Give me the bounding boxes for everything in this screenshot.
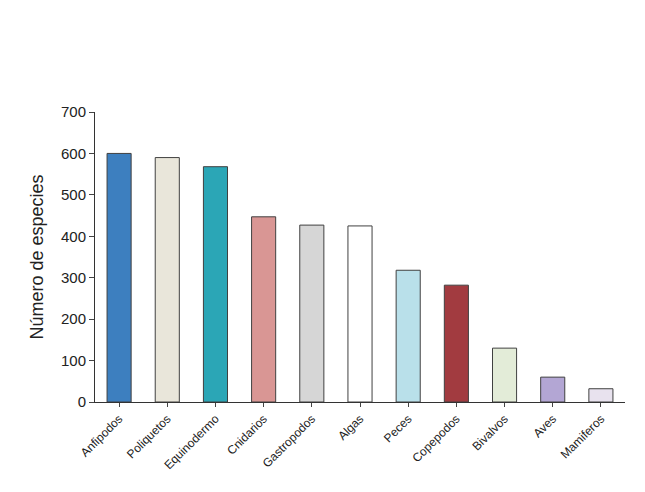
svg-text:Algas: Algas	[335, 412, 366, 443]
svg-text:600: 600	[61, 145, 86, 162]
svg-text:400: 400	[61, 228, 86, 245]
svg-text:Anfipodos: Anfipodos	[78, 412, 126, 460]
svg-text:Peces: Peces	[381, 412, 414, 445]
svg-text:300: 300	[61, 269, 86, 286]
svg-text:Número de especies: Número de especies	[27, 174, 47, 339]
svg-text:100: 100	[61, 352, 86, 369]
svg-text:Copepodos: Copepodos	[409, 412, 462, 465]
svg-text:200: 200	[61, 310, 86, 327]
svg-text:Equinodermo: Equinodermo	[161, 412, 222, 473]
svg-text:500: 500	[61, 186, 86, 203]
svg-text:Aves: Aves	[530, 412, 559, 441]
svg-text:Mamiferos: Mamiferos	[558, 412, 608, 462]
svg-text:Bivalvos: Bivalvos	[469, 412, 510, 453]
svg-text:0: 0	[78, 393, 86, 410]
svg-text:Gastropodos: Gastropodos	[260, 412, 318, 470]
svg-text:700: 700	[61, 103, 86, 120]
svg-text:Poliquetos: Poliquetos	[124, 412, 174, 462]
svg-text:Cnidarios: Cnidarios	[224, 412, 270, 458]
